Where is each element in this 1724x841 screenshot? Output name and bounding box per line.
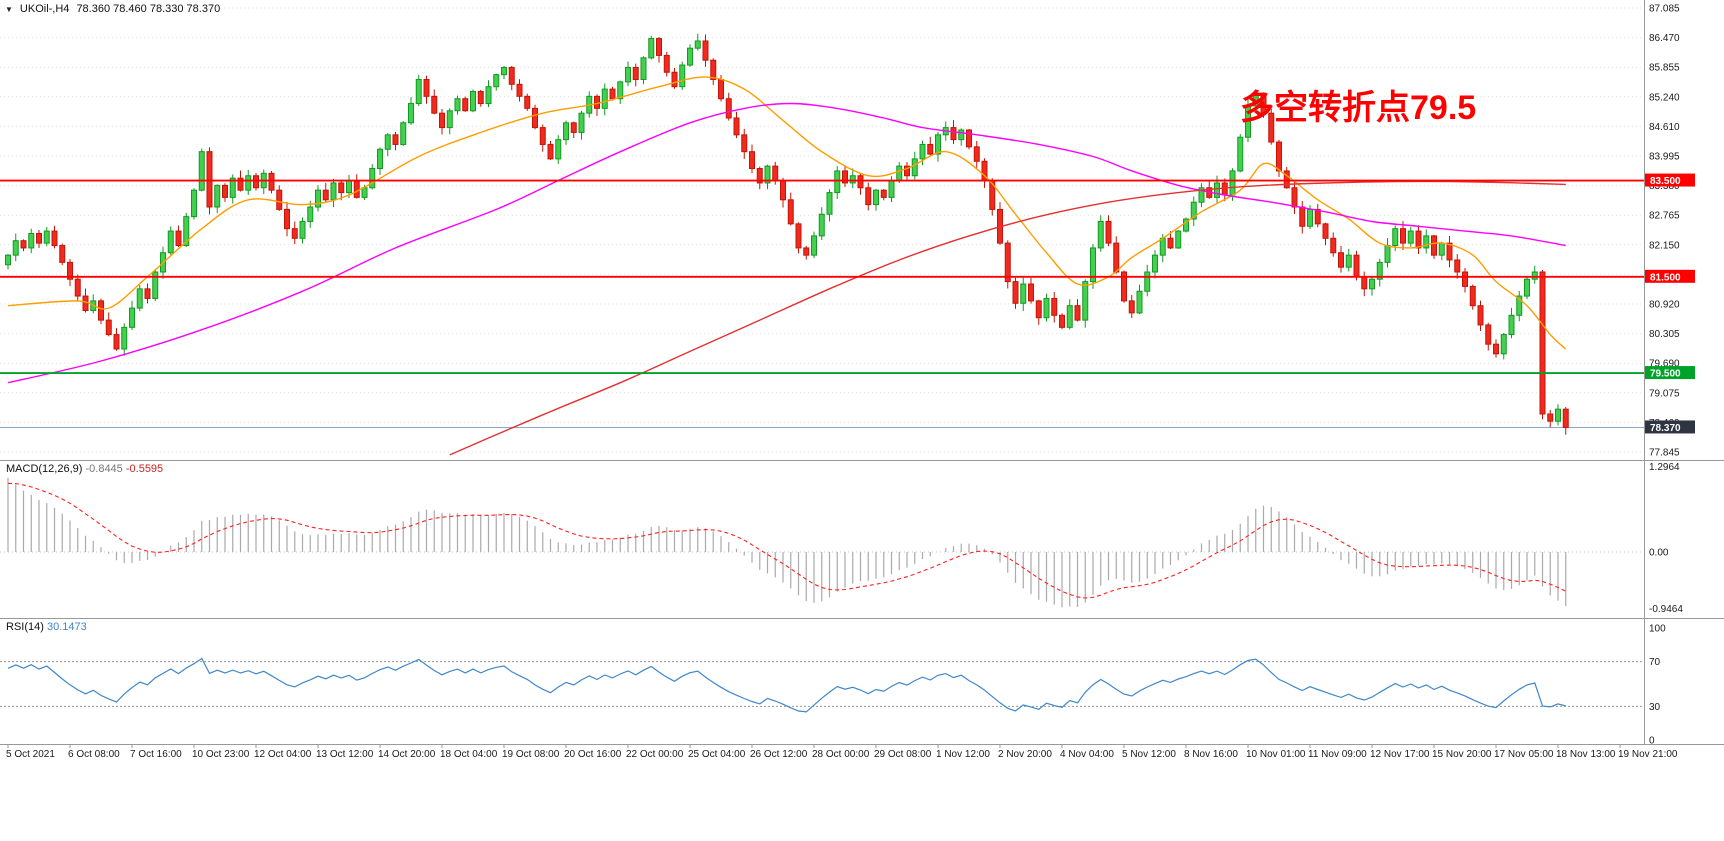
svg-text:83.500: 83.500 xyxy=(1650,176,1681,187)
svg-text:12 Oct 04:00: 12 Oct 04:00 xyxy=(254,749,312,760)
svg-text:19 Oct 08:00: 19 Oct 08:00 xyxy=(502,749,560,760)
svg-text:14 Oct 20:00: 14 Oct 20:00 xyxy=(378,749,436,760)
rsi-value: 30.1473 xyxy=(46,621,87,633)
symbol-title: UKOil-,H4 xyxy=(19,3,70,15)
svg-text:70: 70 xyxy=(1649,657,1661,668)
rsi-name: RSI(14) xyxy=(6,621,44,633)
macd-signal-value: -0.5595 xyxy=(125,463,164,475)
svg-text:2 Nov 20:00: 2 Nov 20:00 xyxy=(998,749,1052,760)
macd-main-value: -0.8445 xyxy=(85,463,123,475)
svg-text:25 Oct 04:00: 25 Oct 04:00 xyxy=(688,749,746,760)
svg-text:1.2964: 1.2964 xyxy=(1649,462,1680,473)
macd-indicator-label: MACD(12,26,9) -0.8445 -0.5595 xyxy=(6,463,163,475)
symbol-header: ▼ UKOil-,H4 78.360 78.460 78.330 78.370 xyxy=(5,3,220,15)
ma-slow-line xyxy=(449,180,1566,456)
svg-text:26 Oct 12:00: 26 Oct 12:00 xyxy=(750,749,808,760)
svg-text:11 Nov 09:00: 11 Nov 09:00 xyxy=(1308,749,1367,760)
svg-text:81.500: 81.500 xyxy=(1650,272,1681,283)
svg-text:77.845: 77.845 xyxy=(1649,448,1680,459)
svg-text:28 Oct 00:00: 28 Oct 00:00 xyxy=(812,749,870,760)
svg-text:10 Oct 23:00: 10 Oct 23:00 xyxy=(192,749,250,760)
svg-text:13 Oct 12:00: 13 Oct 12:00 xyxy=(316,749,374,760)
svg-text:4 Nov 04:00: 4 Nov 04:00 xyxy=(1060,749,1114,760)
svg-text:5 Nov 12:00: 5 Nov 12:00 xyxy=(1122,749,1176,760)
price-grid: 87.085 86.470 85.855 85.240 84.610 83.995 83.3… xyxy=(0,4,1680,459)
ma-mid-line xyxy=(7,102,1566,384)
svg-text:80.305: 80.305 xyxy=(1649,329,1680,340)
svg-text:6 Oct 08:00: 6 Oct 08:00 xyxy=(68,749,120,760)
svg-text:8 Nov 16:00: 8 Nov 16:00 xyxy=(1184,749,1238,760)
level-lines[interactable]: 83.500 81.500 79.500 xyxy=(0,173,1695,380)
svg-text:79.690: 79.690 xyxy=(1649,359,1680,370)
ohlc-readout: 78.360 78.460 78.330 78.370 xyxy=(76,3,221,15)
pane-separators xyxy=(0,0,1724,745)
rsi-indicator-label: RSI(14) 30.1473 xyxy=(6,621,87,633)
svg-text:86.470: 86.470 xyxy=(1649,33,1680,44)
ma-fast-line xyxy=(7,76,1567,350)
current-price-badge: 78.370 xyxy=(1645,420,1695,434)
macd-pane[interactable]: 1.2964 0.00 -0.9464 xyxy=(0,462,1683,615)
svg-text:0: 0 xyxy=(1649,736,1655,747)
chevron-down-icon[interactable]: ▼ xyxy=(5,4,13,14)
svg-text:5 Oct 2021: 5 Oct 2021 xyxy=(6,749,55,760)
svg-text:82.765: 82.765 xyxy=(1649,211,1680,222)
svg-text:12 Nov 17:00: 12 Nov 17:00 xyxy=(1370,749,1430,760)
svg-text:85.240: 85.240 xyxy=(1649,92,1680,103)
svg-text:82.150: 82.150 xyxy=(1649,240,1680,251)
svg-text:19 Nov 21:00: 19 Nov 21:00 xyxy=(1618,749,1678,760)
svg-text:80.920: 80.920 xyxy=(1649,300,1680,311)
macd-name: MACD(12,26,9) xyxy=(6,463,83,475)
svg-text:22 Oct 00:00: 22 Oct 00:00 xyxy=(626,749,684,760)
svg-text:100: 100 xyxy=(1649,624,1666,635)
svg-text:18 Oct 04:00: 18 Oct 04:00 xyxy=(440,749,498,760)
svg-text:15 Nov 20:00: 15 Nov 20:00 xyxy=(1432,749,1492,760)
svg-text:-0.9464: -0.9464 xyxy=(1649,604,1683,615)
svg-text:17 Nov 05:00: 17 Nov 05:00 xyxy=(1494,749,1554,760)
svg-text:1 Nov 12:00: 1 Nov 12:00 xyxy=(936,749,990,760)
svg-text:79.500: 79.500 xyxy=(1650,369,1681,380)
candles-layer[interactable] xyxy=(5,33,1569,435)
svg-text:20 Oct 16:00: 20 Oct 16:00 xyxy=(564,749,622,760)
svg-text:84.610: 84.610 xyxy=(1649,122,1680,133)
svg-text:7 Oct 16:00: 7 Oct 16:00 xyxy=(130,749,182,760)
time-axis[interactable]: 5 Oct 2021 6 Oct 08:00 7 Oct 16:00 10 Oct 2… xyxy=(6,744,1678,761)
svg-text:87.085: 87.085 xyxy=(1649,4,1680,15)
svg-text:29 Oct 08:00: 29 Oct 08:00 xyxy=(874,749,932,760)
svg-text:18 Nov 13:00: 18 Nov 13:00 xyxy=(1556,749,1616,760)
annotation-text: 多空转折点79.5 xyxy=(1240,89,1477,127)
svg-text:30: 30 xyxy=(1649,702,1661,713)
svg-text:85.855: 85.855 xyxy=(1649,63,1680,74)
svg-text:0.00: 0.00 xyxy=(1649,548,1669,559)
rsi-pane[interactable]: 100 70 30 0 xyxy=(0,624,1666,747)
svg-text:10 Nov 01:00: 10 Nov 01:00 xyxy=(1246,749,1306,760)
svg-text:83.995: 83.995 xyxy=(1649,152,1680,163)
svg-text:83.380: 83.380 xyxy=(1649,181,1680,192)
svg-text:78.370: 78.370 xyxy=(1650,423,1681,434)
svg-text:79.075: 79.075 xyxy=(1649,388,1680,399)
